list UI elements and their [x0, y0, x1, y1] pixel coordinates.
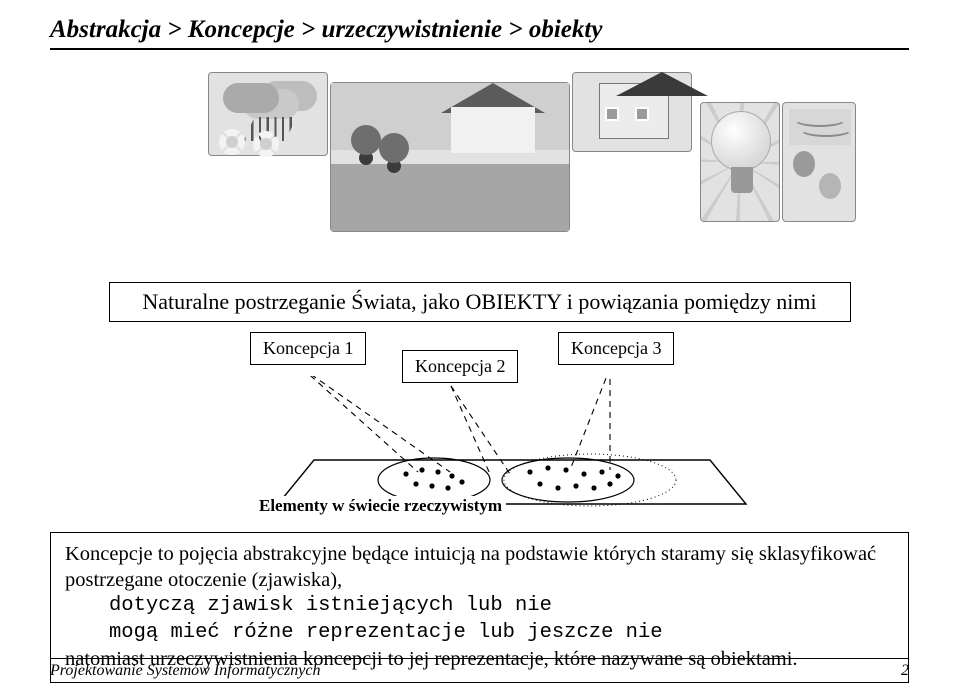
water-icon: [331, 164, 569, 231]
footer-left: Projektowanie Systemów Informatycznych: [50, 662, 320, 680]
window-icon: [635, 107, 649, 121]
balloon-icon: [819, 173, 841, 199]
definition-mono-2: mogą mieć różne reprezentacje lub jeszcz…: [109, 620, 894, 646]
house-icon: [451, 107, 535, 153]
bulb-base-icon: [731, 167, 753, 193]
bulb-icon: [711, 111, 771, 171]
flower-icon: [253, 131, 279, 157]
tree-icon: [379, 133, 409, 163]
concept-boxes: Koncepcja 1 Koncepcja 2 Koncepcja 3: [50, 332, 909, 376]
postmark-icon: [789, 109, 851, 145]
footer-pagenum: 2: [901, 662, 909, 680]
abstraction-diagram: Elementy w świecie rzeczywistym: [50, 376, 909, 528]
clipart-stamp-balloons: [782, 102, 856, 222]
page-footer: Projektowanie Systemów Informatycznych 2: [50, 658, 909, 681]
concept-box-1: Koncepcja 1: [250, 332, 366, 365]
roof-icon: [616, 72, 708, 96]
clipart-house: [572, 72, 692, 152]
concept-box-3: Koncepcja 3: [558, 332, 674, 365]
tree-icon: [351, 125, 381, 155]
definition-line-1: Koncepcje to pojęcia abstrakcyjne będące…: [65, 543, 876, 591]
clipart-rain-flowers: [208, 72, 328, 156]
title-divider: [50, 48, 909, 50]
diagram-label: Elementy w świecie rzeczywistym: [255, 496, 506, 516]
flower-icon: [219, 129, 245, 155]
perception-box: Naturalne postrzeganie Świata, jako OBIE…: [109, 282, 851, 322]
balloon-icon: [793, 151, 815, 177]
definition-mono-1: dotyczą zjawisk istniejących lub nie: [109, 593, 894, 619]
page-title: Abstrakcja > Koncepcje > urzeczywistnien…: [50, 16, 909, 44]
title-block: Abstrakcja > Koncepcje > urzeczywistnien…: [50, 16, 909, 50]
footer-divider: [50, 658, 909, 660]
clipart-village-scene: [330, 82, 570, 232]
clipart-lightbulb: [700, 102, 780, 222]
window-icon: [605, 107, 619, 121]
illustration-strip: [50, 72, 909, 262]
cloud-icon: [223, 83, 279, 113]
